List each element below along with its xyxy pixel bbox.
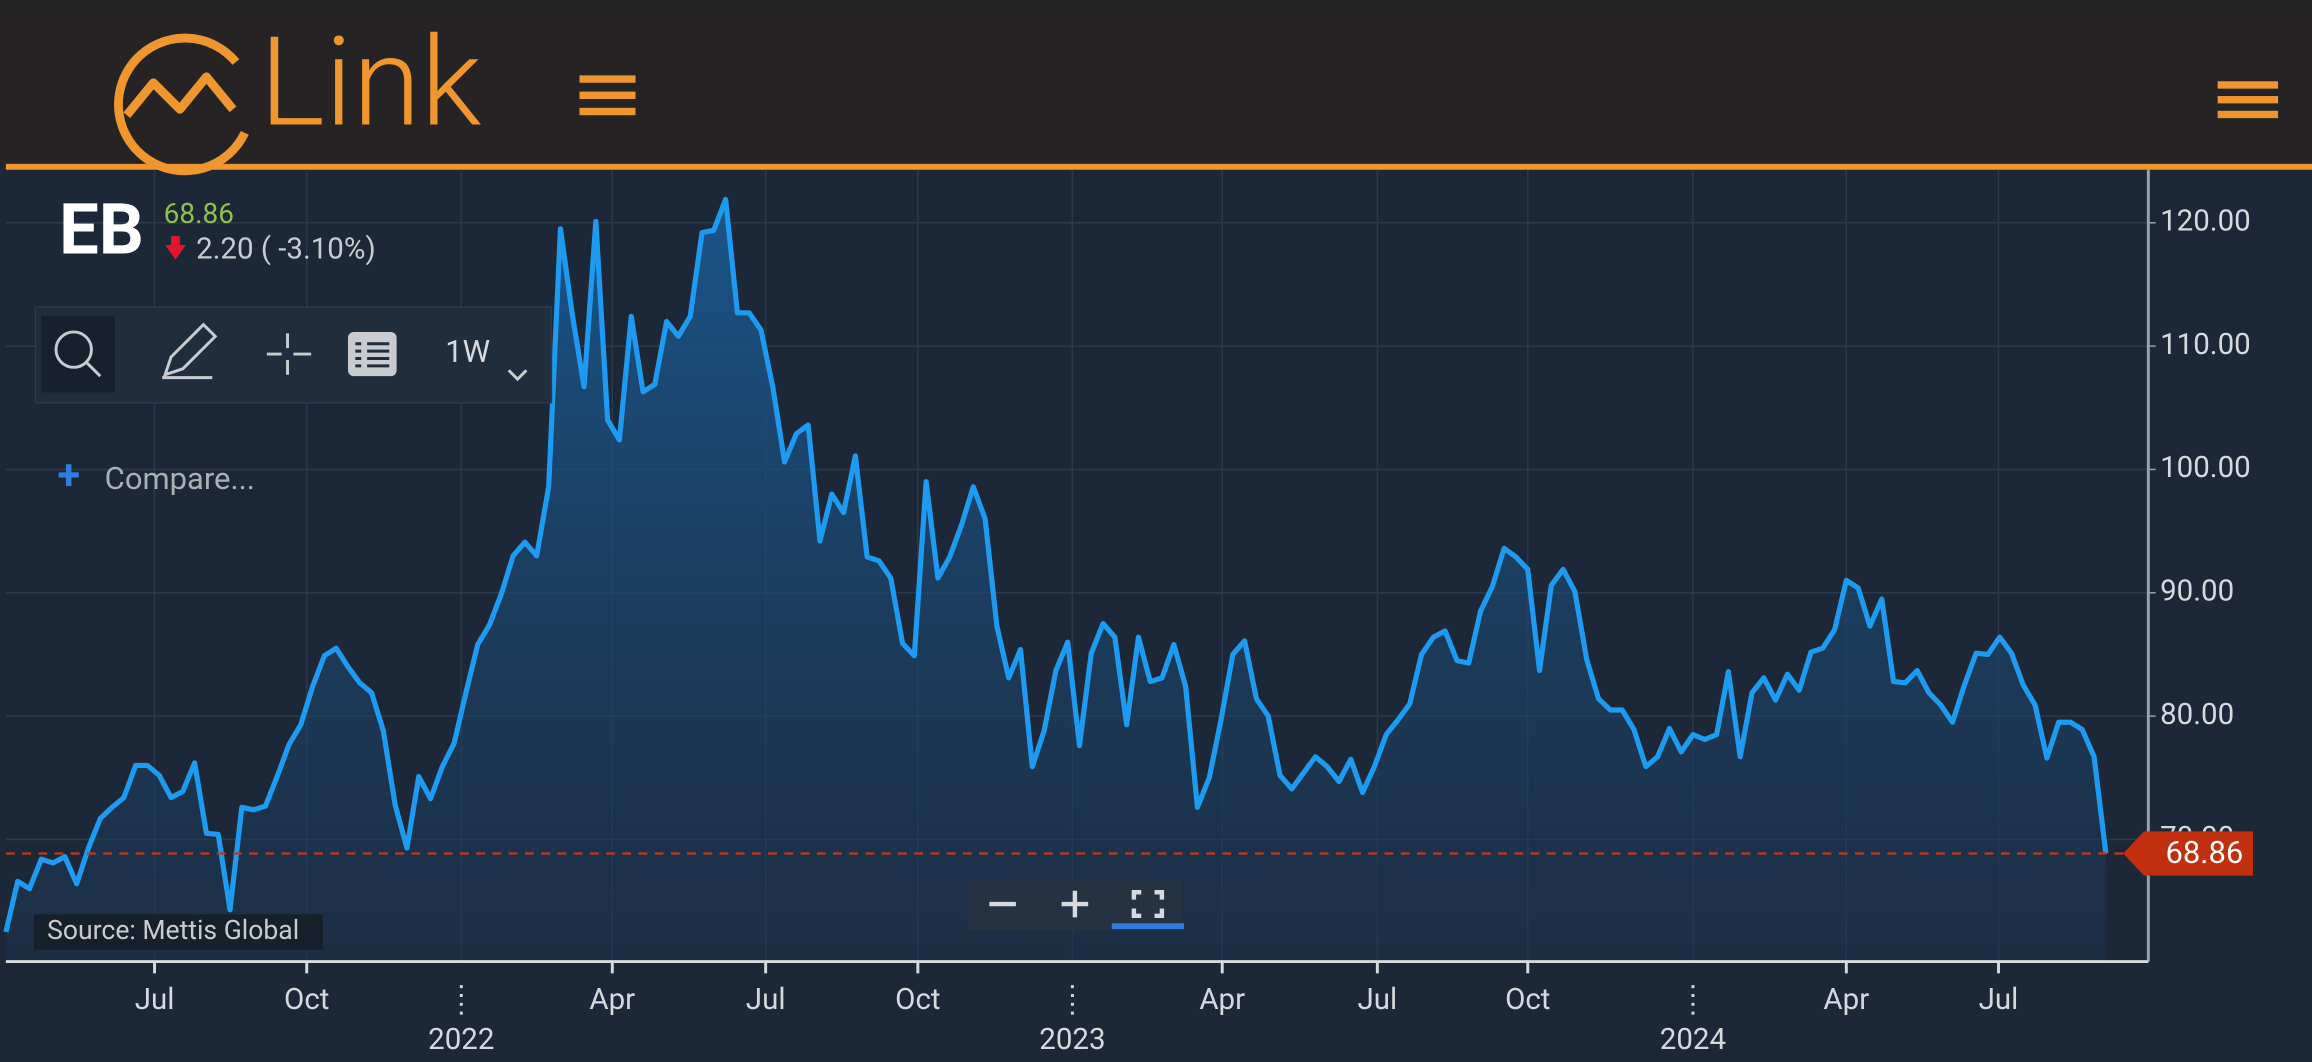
source-box — [33, 914, 323, 950]
plot: Jul Oct Apr Jul Oct Apr Jul Oct Apr Jul 2022 2023 20… — [3, 169, 2254, 1057]
source: Source: Mettis Global — [47, 915, 299, 946]
line — [3, 196, 2109, 933]
year-label: 2022 — [428, 1023, 494, 1057]
x-tick-label: Oct — [895, 983, 940, 1017]
x-tick-label: Jul — [1979, 983, 2019, 1017]
y-tick-label: 110.00 — [2160, 328, 2251, 362]
symbol: EB — [59, 188, 144, 271]
logo — [114, 33, 249, 176]
header — [0, 0, 2312, 166]
fullscreen[interactable] — [1131, 890, 1165, 919]
y-tick-label: 100.00 — [2160, 451, 2251, 485]
x-tick-label: Oct — [284, 983, 329, 1017]
y-tick-label: 120.00 — [2160, 205, 2251, 239]
x-tick-label: Jul — [1358, 983, 1398, 1017]
compare[interactable]: Compare... — [105, 460, 255, 497]
menu-button[interactable] — [579, 75, 636, 116]
fullscreen-indicator — [1111, 923, 1185, 930]
x-tick-label: Apr — [1199, 983, 1245, 1017]
compare-plus[interactable]: + — [58, 452, 80, 500]
zoom-in[interactable] — [1061, 890, 1089, 918]
x-tick-label: Jul — [135, 983, 175, 1017]
search-button[interactable] — [41, 315, 116, 393]
header-border — [5, 163, 2312, 170]
change: 2.20 ( -3.10%) — [196, 233, 376, 267]
price: 68.86 — [164, 197, 234, 230]
toolbar-icons — [54, 322, 528, 382]
x-tick-label: Jul — [746, 983, 786, 1017]
down-arrow — [165, 236, 186, 260]
price-tag-label: 68.86 — [2165, 834, 2243, 871]
y-tick-label: 90.00 — [2160, 575, 2234, 609]
area — [5, 199, 2106, 962]
interval[interactable]: 1W — [445, 333, 490, 370]
x-tick-label: Apr — [1823, 983, 1869, 1017]
price-tag — [2123, 831, 2254, 876]
year-label: 2024 — [1660, 1023, 1726, 1057]
y-tick-label: 80.00 — [2160, 698, 2234, 732]
year-label: 2023 — [1039, 1023, 1105, 1057]
x-tick-label: Apr — [589, 983, 635, 1017]
logo-text: Link — [260, 10, 482, 155]
menu-button-right[interactable] — [2217, 81, 2279, 119]
x-tick-label: Oct — [1505, 983, 1550, 1017]
